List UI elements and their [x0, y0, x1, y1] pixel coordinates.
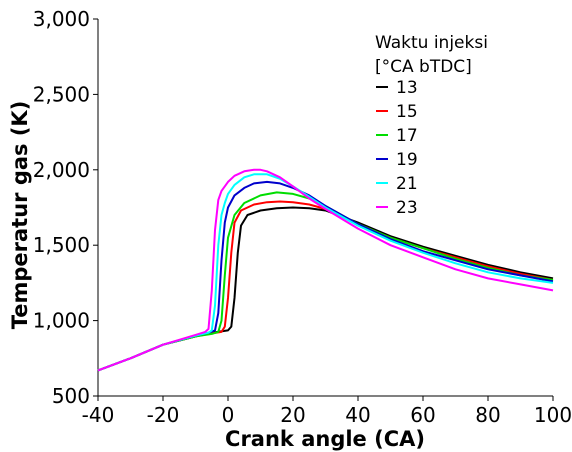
legend-title: Waktu injeksi	[375, 33, 488, 53]
x-tick-label: 80	[475, 403, 500, 427]
legend-label-21: 21	[396, 174, 418, 194]
legend-label-17: 17	[396, 126, 418, 146]
legend-label-15: 15	[396, 102, 418, 122]
y-tick-label: 3,000	[33, 7, 90, 31]
legend-items: 13 15 17 19 21 23	[376, 78, 418, 218]
x-tick-label: 0	[222, 403, 235, 427]
x-tick-label: -20	[147, 403, 180, 427]
y-tick-label: 1,000	[33, 309, 90, 333]
y-ticks: 500 1,000 1,500 2,000 2,500 3,000	[33, 7, 98, 408]
legend-label-23: 23	[396, 198, 418, 218]
series-line-21	[97, 173, 554, 372]
x-tick-label: 60	[410, 403, 435, 427]
y-tick-label: 2,000	[33, 158, 90, 182]
series-line-15	[97, 200, 554, 372]
series-line-17	[97, 191, 554, 372]
axes	[97, 19, 553, 397]
series-line-13	[97, 206, 554, 372]
y-axis-title: Temperatur gas (K)	[8, 101, 32, 330]
y-tick-label: 1,500	[33, 233, 90, 257]
legend: Waktu injeksi [°CA bTDC] 13 15 17 19 21 23	[375, 33, 488, 218]
x-tick-label: -40	[82, 403, 115, 427]
x-tick-label: 40	[345, 403, 370, 427]
legend-label-19: 19	[396, 150, 418, 170]
legend-subtitle: [°CA bTDC]	[375, 57, 472, 77]
x-axis-title: Crank angle (CA)	[225, 427, 425, 451]
x-tick-label: 20	[280, 403, 305, 427]
legend-label-13: 13	[396, 78, 418, 98]
series-lines	[97, 168, 554, 372]
y-tick-label: 500	[52, 384, 90, 408]
y-tick-label: 2,500	[33, 82, 90, 106]
x-tick-label: 100	[534, 403, 572, 427]
x-ticks: -40 -20 0 20 40 60 80 100	[82, 396, 572, 427]
series-line-23	[97, 168, 554, 372]
